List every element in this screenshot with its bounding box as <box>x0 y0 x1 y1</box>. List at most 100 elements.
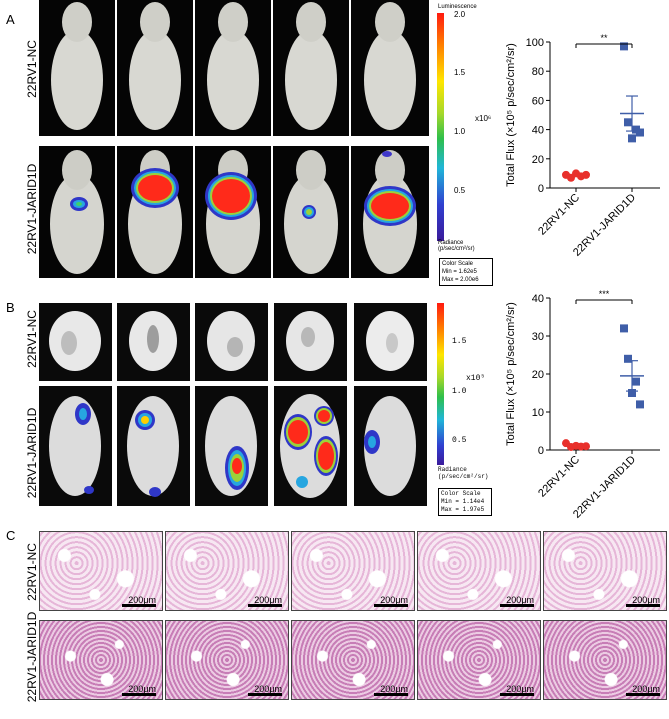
data-point <box>624 354 632 363</box>
histology-image-nc-3: 200μm <box>291 531 415 611</box>
y-tick-label: 80 <box>532 66 544 78</box>
panel-a-chart: 0 20 40 60 80 100 Total Flux (×10⁵ p/sec/cm²/s… <box>505 33 660 259</box>
mouse-silhouette <box>207 2 259 130</box>
lung-luminescence <box>364 396 416 496</box>
color-scale-box: Color Scale Min = 1.14e4 Max = 1.97e5 <box>438 488 492 516</box>
histology-image-jarid1d-4: 200μm <box>417 620 541 700</box>
lung-image-jarid1d-1 <box>39 386 112 506</box>
data-point <box>636 400 644 409</box>
data-point <box>582 170 590 179</box>
y-tick-label: 20 <box>532 154 544 166</box>
lung-specimen <box>129 311 177 371</box>
scale-bar <box>626 693 660 696</box>
scale-bar-label: 200μm <box>254 684 282 694</box>
panel-b-row-label-jarid1d: 22RV1-JARID1D <box>25 407 39 499</box>
data-point <box>632 377 640 386</box>
y-tick-label: 0 <box>538 183 544 195</box>
colorbar-title: Luminescence <box>438 4 477 10</box>
y-tick-label: 20 <box>532 369 544 381</box>
lung-specimen <box>207 311 255 371</box>
panel-a-row-label-jarid1d: 22RV1-JARID1D <box>25 163 39 255</box>
panel-a-row-label-nc: 22RV1-NC <box>25 40 39 98</box>
mouse-image-nc-1 <box>39 0 115 136</box>
colorbar-gradient <box>437 13 444 241</box>
histology-image-jarid1d-2: 200μm <box>165 620 289 700</box>
mouse-luminescence <box>363 150 417 274</box>
mouse-image-jarid1d-2 <box>117 146 193 278</box>
lung-image-nc-4 <box>274 303 347 381</box>
scale-bar-label: 200μm <box>380 684 408 694</box>
lung-luminescence <box>49 396 101 496</box>
color-scale-min: Min = 1.14e4 <box>441 498 485 505</box>
panel-a-letter: A <box>6 12 15 27</box>
color-scale-max: Max = 1.97e5 <box>441 506 485 513</box>
color-scale-min: Min = 1.62e5 <box>442 269 477 275</box>
data-point <box>620 324 628 333</box>
colorbar-tick-1-5: 1.5 <box>454 68 466 77</box>
scale-bar-label: 200μm <box>380 595 408 605</box>
lung-image-jarid1d-4 <box>274 386 347 506</box>
y-tick-label: 100 <box>526 37 544 49</box>
histology-image-jarid1d-5: 200μm <box>543 620 667 700</box>
scale-bar <box>248 604 282 607</box>
scale-bar-label: 200μm <box>632 684 660 694</box>
scale-bar-label: 200μm <box>632 595 660 605</box>
lung-image-jarid1d-3 <box>195 386 268 506</box>
mouse-image-nc-2 <box>117 0 193 136</box>
panel-c-letter: C <box>6 528 16 543</box>
histology-image-nc-1: 200μm <box>39 531 163 611</box>
scale-bar <box>626 604 660 607</box>
scale-bar <box>374 693 408 696</box>
data-point <box>636 128 644 137</box>
data-point <box>624 118 632 127</box>
lung-image-nc-3 <box>195 303 268 381</box>
y-tick-label: 60 <box>532 95 544 107</box>
data-point <box>628 389 636 397</box>
significance-label: ** <box>600 33 608 43</box>
scale-bar <box>122 693 156 696</box>
data-point <box>628 134 636 143</box>
mouse-image-jarid1d-1 <box>39 146 115 278</box>
scale-bar <box>248 693 282 696</box>
data-point <box>620 42 628 51</box>
lung-specimen <box>286 311 334 371</box>
mouse-luminescence <box>284 150 338 274</box>
y-tick-label: 40 <box>532 125 544 137</box>
lung-luminescence <box>127 396 179 497</box>
panel-b-letter: B <box>6 300 15 315</box>
colorbar-units: (p/sec/cm²/sr) <box>438 246 475 252</box>
panel-b-chart: 0 10 20 30 40 Total Flux (×10⁵ p/sec/cm²/sr) 2… <box>505 289 660 521</box>
lung-image-jarid1d-2 <box>117 386 190 506</box>
mouse-luminescence <box>205 150 260 274</box>
histology-image-nc-4: 200μm <box>417 531 541 611</box>
category-label: 22RV1-NC <box>536 454 582 500</box>
colorbar-tick-2-0: 2.0 <box>454 10 466 19</box>
colorbar-units: (p/sec/cm²/sr) <box>438 473 489 480</box>
color-scale-title: Color Scale <box>441 490 481 497</box>
colorbar-tick-1-5: 1.5 <box>452 337 467 346</box>
histology-image-nc-2: 200μm <box>165 531 289 611</box>
histology-image-nc-5: 200μm <box>543 531 667 611</box>
y-axis-label: Total Flux (×10⁵ p/sec/cm²/sr) <box>505 302 517 446</box>
colorbar-tick-1-0: 1.0 <box>454 127 466 136</box>
colorbar-tick-0-5: 0.5 <box>452 436 467 445</box>
color-scale-title: Color Scale <box>442 261 474 267</box>
mouse-image-jarid1d-5 <box>351 146 429 278</box>
scale-bar-label: 200μm <box>128 595 156 605</box>
mouse-image-nc-5 <box>351 0 429 136</box>
colorbar-tick-1-0: 1.0 <box>452 387 467 396</box>
colorbar-units-title: Radiance <box>438 466 467 473</box>
y-tick-label: 30 <box>532 331 544 343</box>
mouse-image-jarid1d-3 <box>195 146 271 278</box>
mouse-silhouette <box>129 2 181 130</box>
colorbar-multiplier: x10⁶ <box>475 114 492 123</box>
category-label: 22RV1-JARID1D <box>571 454 638 521</box>
scale-bar <box>122 604 156 607</box>
significance-label: *** <box>599 289 610 299</box>
y-tick-label: 40 <box>532 293 544 305</box>
scale-bar <box>500 604 534 607</box>
mouse-image-nc-4 <box>273 0 349 136</box>
mouse-image-nc-3 <box>195 0 271 136</box>
colorbar-tick-0-5: 0.5 <box>454 186 466 195</box>
colorbar-multiplier: x10⁵ <box>466 374 486 383</box>
